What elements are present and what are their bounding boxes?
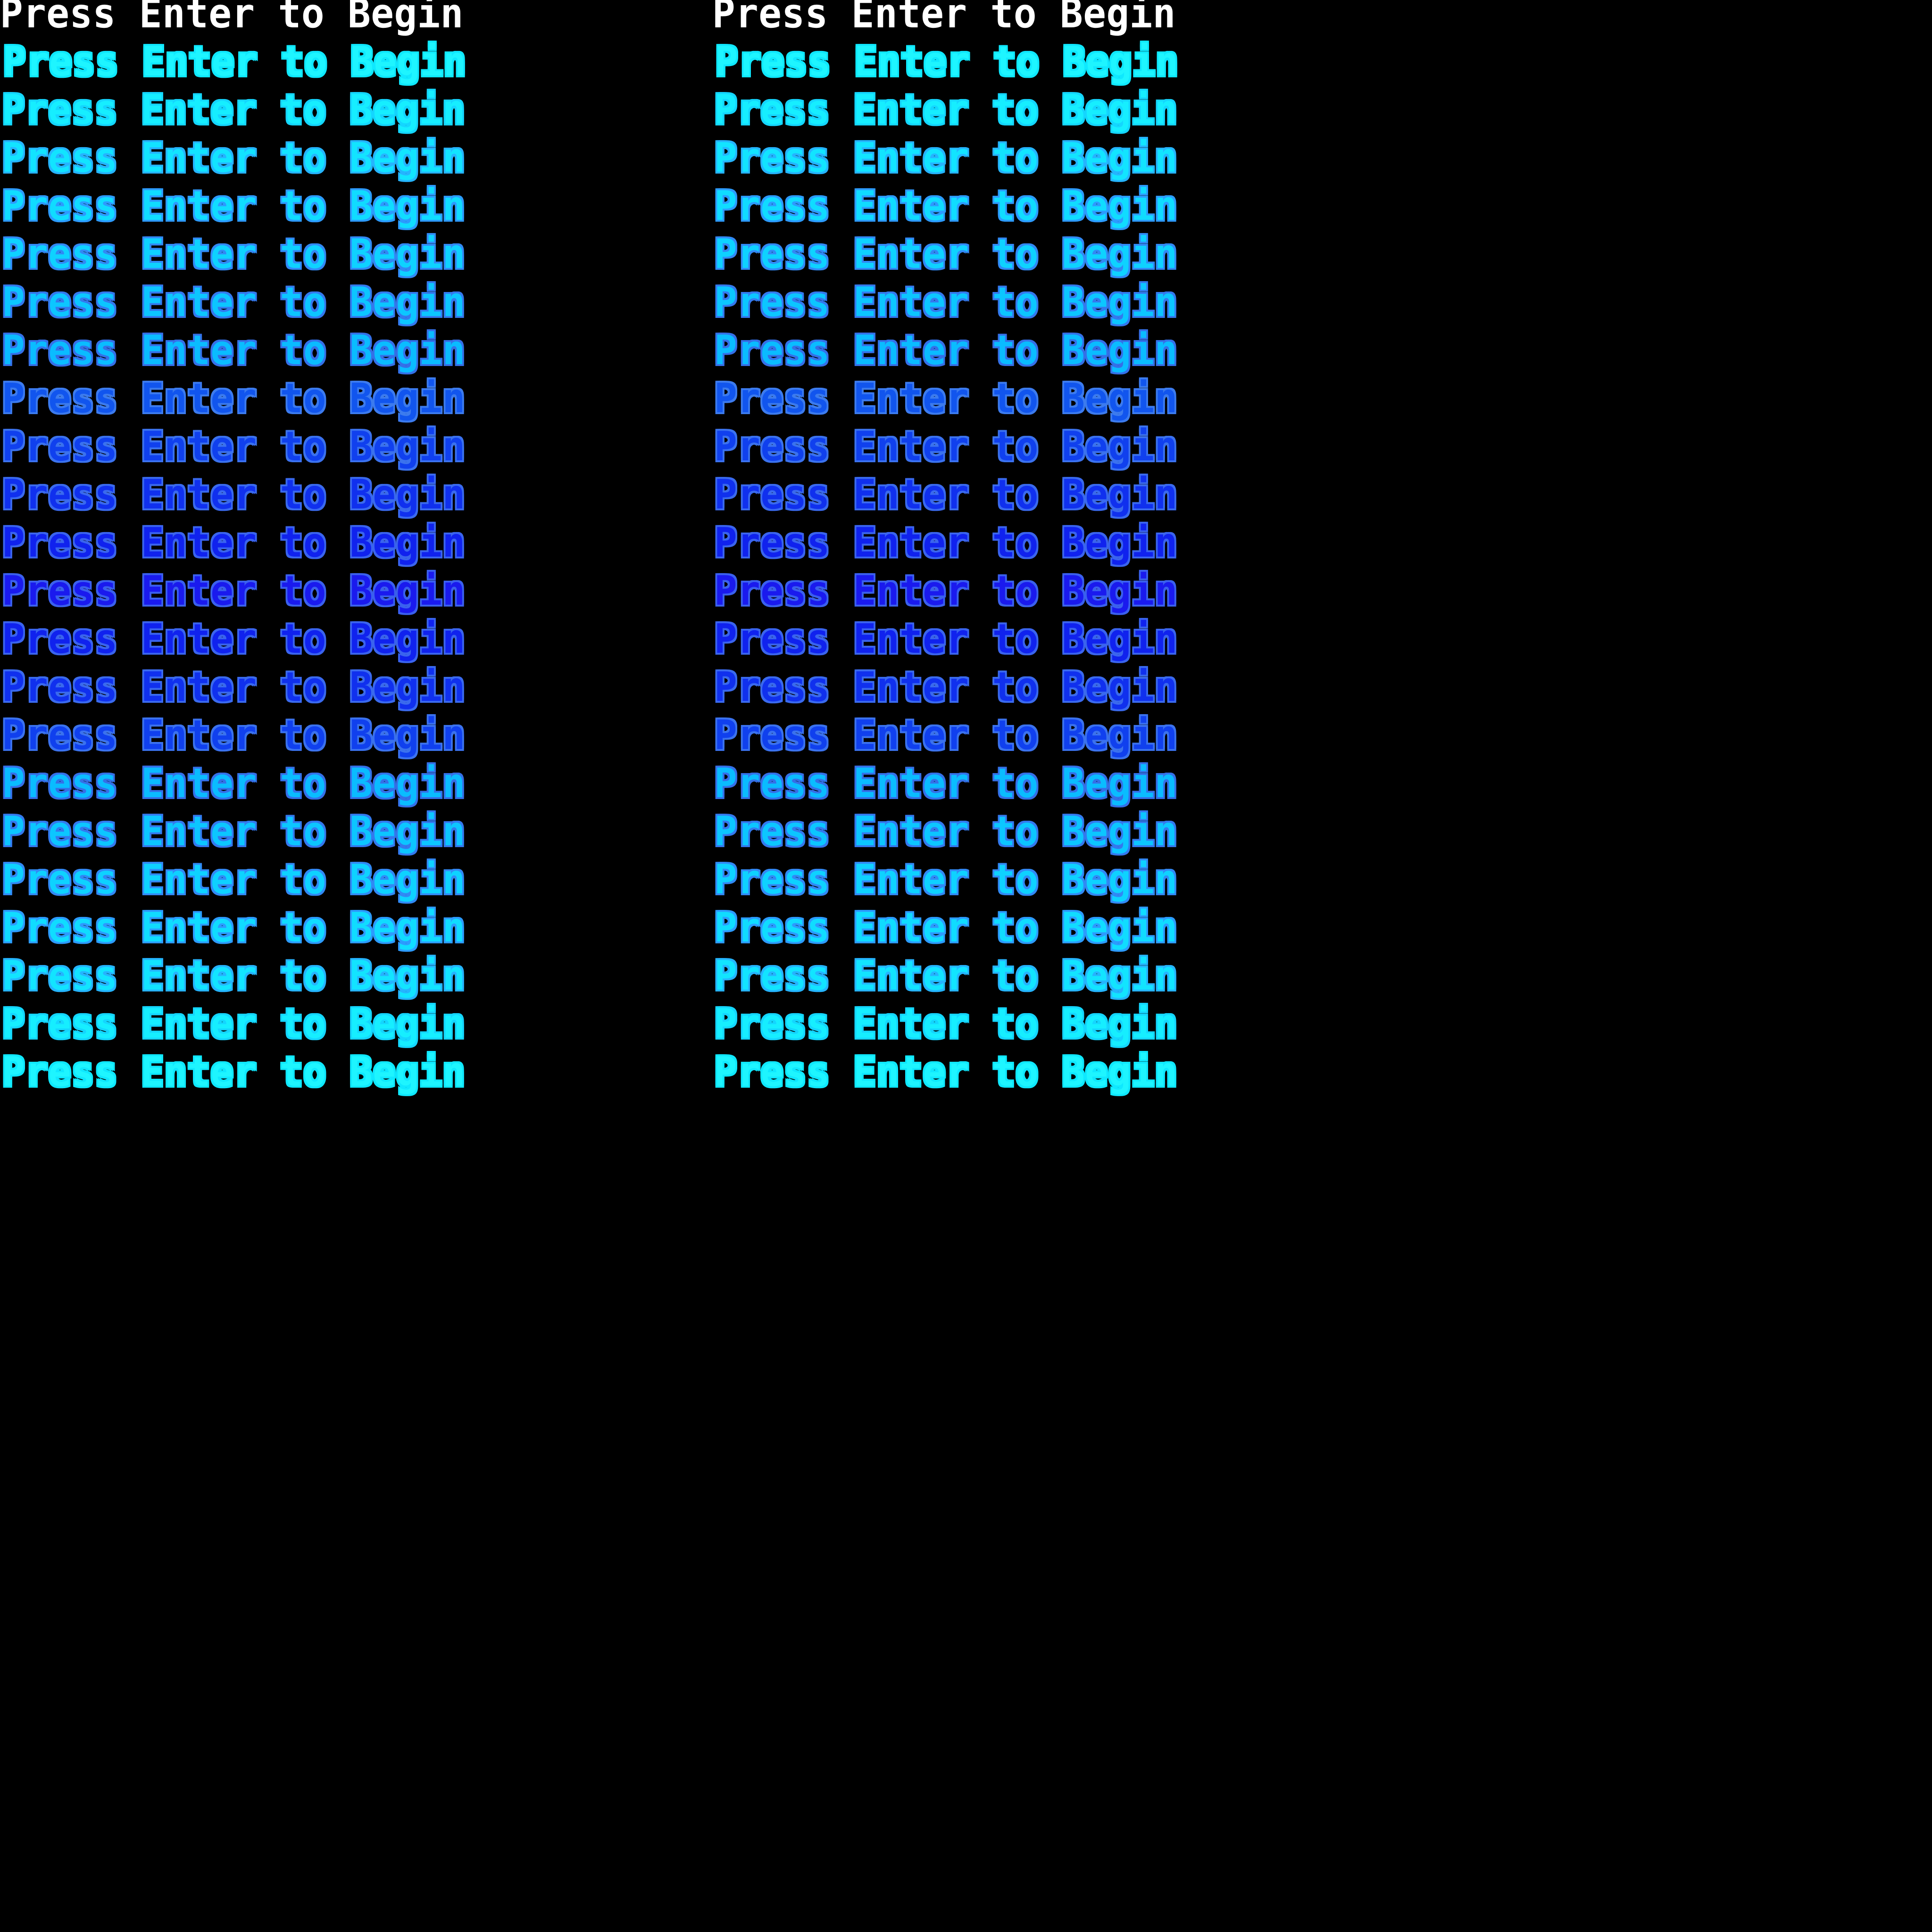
press-enter-prompt: Press Enter to Begin (715, 38, 1179, 85)
press-enter-prompt: Press Enter to Begin (714, 183, 1178, 230)
press-enter-prompt: Press Enter to Begin (0, 0, 464, 37)
press-enter-prompt: Press Enter to Begin (714, 86, 1178, 133)
press-enter-prompt: Press Enter to Begin (714, 231, 1178, 278)
press-enter-prompt: Press Enter to Begin (714, 952, 1178, 999)
press-enter-prompt: Press Enter to Begin (2, 664, 466, 711)
press-enter-prompt: Press Enter to Begin (2, 1049, 466, 1096)
press-enter-prompt: Press Enter to Begin (2, 134, 466, 182)
press-enter-prompt: Press Enter to Begin (2, 183, 466, 230)
press-enter-prompt: Press Enter to Begin (2, 760, 466, 807)
press-enter-prompt: Press Enter to Begin (2, 952, 466, 999)
press-enter-prompt: Press Enter to Begin (714, 134, 1178, 182)
press-enter-prompt: Press Enter to Begin (2, 375, 466, 422)
press-enter-prompt: Press Enter to Begin (714, 423, 1178, 470)
press-enter-prompt: Press Enter to Begin (714, 808, 1178, 855)
press-enter-prompt: Press Enter to Begin (714, 1049, 1178, 1096)
press-enter-prompt: Press Enter to Begin (714, 904, 1178, 951)
press-enter-prompt: Press Enter to Begin (2, 519, 466, 566)
press-enter-prompt: Press Enter to Begin (714, 567, 1178, 615)
press-enter-prompt: Press Enter to Begin (714, 760, 1178, 807)
press-enter-prompt: Press Enter to Begin (714, 327, 1178, 374)
press-enter-prompt: Press Enter to Begin (2, 279, 466, 326)
press-enter-prompt: Press Enter to Begin (2, 423, 466, 470)
press-enter-prompt: Press Enter to Begin (2, 1000, 466, 1048)
press-enter-prompt: Press Enter to Begin (2, 471, 466, 518)
press-enter-prompt: Press Enter to Begin (714, 375, 1178, 422)
press-enter-prompt: Press Enter to Begin (2, 856, 466, 903)
press-enter-prompt: Press Enter to Begin (2, 327, 466, 374)
press-enter-prompt: Press Enter to Begin (2, 808, 466, 855)
press-enter-prompt: Press Enter to Begin (714, 471, 1178, 518)
press-enter-prompt: Press Enter to Begin (2, 567, 466, 615)
press-enter-prompt: Press Enter to Begin (714, 856, 1178, 903)
press-enter-prompt: Press Enter to Begin (2, 86, 466, 133)
press-enter-prompt: Press Enter to Begin (712, 0, 1176, 37)
press-enter-prompt: Press Enter to Begin (3, 38, 466, 85)
press-enter-prompt: Press Enter to Begin (2, 231, 466, 278)
press-enter-prompt: Press Enter to Begin (714, 712, 1178, 759)
press-enter-prompt: Press Enter to Begin (714, 1000, 1178, 1048)
press-enter-prompt: Press Enter to Begin (2, 712, 466, 759)
press-enter-prompt: Press Enter to Begin (714, 616, 1178, 663)
press-enter-prompt: Press Enter to Begin (2, 616, 466, 663)
press-enter-prompt: Press Enter to Begin (714, 519, 1178, 566)
press-enter-prompt: Press Enter to Begin (714, 279, 1178, 326)
press-enter-prompt: Press Enter to Begin (2, 904, 466, 951)
press-enter-prompt: Press Enter to Begin (714, 664, 1178, 711)
